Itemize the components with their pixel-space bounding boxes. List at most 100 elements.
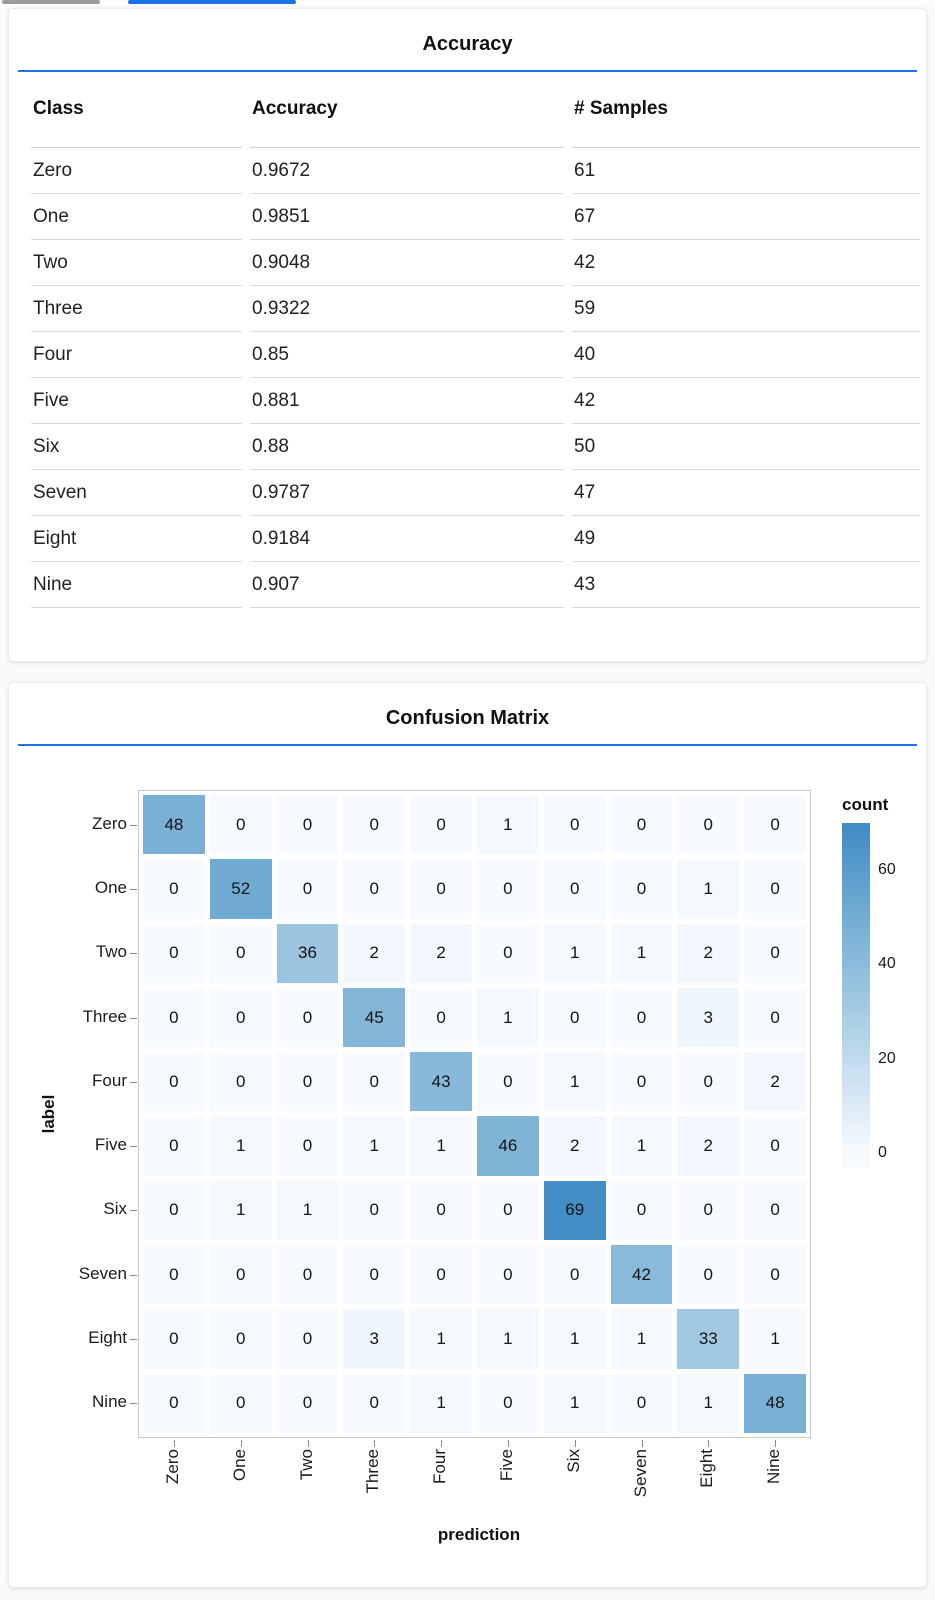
table-cell: Four <box>31 332 242 378</box>
legend-title: count <box>842 795 889 814</box>
y-tick-label: Eight <box>88 1328 127 1348</box>
heatmap-cell: 33 <box>677 1309 740 1369</box>
heatmap-cell: 0 <box>209 1309 272 1369</box>
heatmap-cell: 0 <box>476 1180 539 1241</box>
y-axis-title: label <box>39 1094 58 1134</box>
legend-gradient-bar <box>842 823 870 1168</box>
heatmap-cell: 0 <box>209 987 272 1048</box>
heatmap-cell: 0 <box>276 987 339 1048</box>
heatmap-cell: 0 <box>410 795 472 855</box>
heatmap-cell: 52 <box>209 859 272 919</box>
heatmap-cell: 0 <box>143 1373 205 1433</box>
heatmap-cell: 0 <box>610 1180 673 1241</box>
legend-tick-label: 20 <box>878 1049 896 1067</box>
heatmap-cell: 0 <box>744 1245 806 1305</box>
heatmap-grid: 48 0 0 0 0 1 0 0 0 0 0 52 0 0 0 0 0 0 1 0 0 0 36 2 2 0 1 1 2 0 0 0 0 45 0 1… <box>139 791 810 1437</box>
heatmap-cell: 0 <box>744 923 806 983</box>
y-tick-mark <box>130 1017 137 1019</box>
x-tick-mark <box>240 1440 242 1447</box>
heatmap-cell: 0 <box>677 1245 740 1305</box>
heatmap-cell: 0 <box>410 987 472 1048</box>
column-header-samples: # Samples <box>572 72 920 148</box>
heatmap-cell: 0 <box>476 859 539 919</box>
y-tick-mark <box>130 1146 137 1148</box>
heatmap-plot-area: 48 0 0 0 0 1 0 0 0 0 0 52 0 0 0 0 0 0 1 0 0 0 36 2 2 0 1 1 2 0 0 0 0 45 0 1… <box>138 790 811 1438</box>
table-cell: One <box>31 194 242 240</box>
heatmap-cell: 46 <box>476 1116 539 1176</box>
table-cell: 59 <box>572 286 920 332</box>
heatmap-cell: 0 <box>476 1245 539 1305</box>
x-axis-title: prediction <box>437 1525 521 1544</box>
x-tick-mark <box>708 1440 710 1447</box>
heatmap-cell: 1 <box>343 1116 406 1176</box>
x-tick-mark <box>574 1440 576 1447</box>
x-tick-label: One <box>229 1449 249 1482</box>
heatmap-cell: 0 <box>143 923 205 983</box>
heatmap-cell: 42 <box>610 1245 673 1305</box>
heatmap-cell: 0 <box>276 1309 339 1369</box>
heatmap-cell: 1 <box>543 1373 606 1433</box>
table-cell: 0.9048 <box>250 240 564 286</box>
heatmap-cell: 0 <box>209 923 272 983</box>
table-cell: Five <box>31 378 242 424</box>
heatmap-cell: 0 <box>143 1052 205 1112</box>
heatmap-cell: 0 <box>276 1373 339 1433</box>
table-cell: 0.907 <box>250 562 564 608</box>
legend-tick-label: 40 <box>878 955 896 973</box>
tab-strip <box>0 0 935 6</box>
tab-indicator-inactive[interactable] <box>2 0 100 4</box>
heatmap-cell: 0 <box>343 1180 406 1241</box>
heatmap-cell: 0 <box>143 1309 205 1369</box>
accuracy-card: Accuracy Class Accuracy # Samples Zero 0.… <box>8 8 927 662</box>
heatmap-cell: 0 <box>610 795 673 855</box>
heatmap-cell: 1 <box>410 1116 472 1176</box>
heatmap-cell: 2 <box>677 923 740 983</box>
table-cell: 61 <box>572 148 920 194</box>
table-cell: 0.9672 <box>250 148 564 194</box>
heatmap-cell: 0 <box>677 795 740 855</box>
heatmap-cell: 0 <box>143 859 205 919</box>
heatmap-cell: 0 <box>343 1373 406 1433</box>
accuracy-table: Class Accuracy # Samples Zero 0.9672 61 One… <box>31 72 920 608</box>
confusion-title-rule <box>18 744 917 746</box>
heatmap-cell: 0 <box>677 1052 740 1112</box>
y-tick-mark <box>130 888 137 890</box>
heatmap-cell: 45 <box>343 987 406 1048</box>
y-tick-label: Three <box>82 1006 127 1026</box>
heatmap-cell: 1 <box>209 1116 272 1176</box>
x-tick-mark <box>641 1440 643 1447</box>
confusion-matrix-card: Confusion Matrix label 48 0 0 0 0 1 0 0 0 0 0 52 0 0 0… <box>8 682 927 1588</box>
heatmap-cell: 0 <box>410 1245 472 1305</box>
heatmap-cell: 1 <box>276 1180 339 1241</box>
heatmap-cell: 0 <box>610 1052 673 1112</box>
table-cell: 42 <box>572 378 920 424</box>
heatmap-cell: 48 <box>744 1373 806 1433</box>
x-tick-label: Nine <box>764 1449 784 1484</box>
table-cell: 0.881 <box>250 378 564 424</box>
legend-tick-label: 0 <box>878 1144 887 1161</box>
x-tick-mark <box>507 1440 509 1447</box>
heatmap-cell: 0 <box>744 859 806 919</box>
table-cell: 47 <box>572 470 920 516</box>
x-tick-mark <box>173 1440 175 1447</box>
heatmap-cell: 0 <box>543 859 606 919</box>
table-cell: Zero <box>31 148 242 194</box>
table-cell: 0.9787 <box>250 470 564 516</box>
heatmap-cell: 1 <box>410 1309 472 1369</box>
heatmap-cell: 0 <box>209 1245 272 1305</box>
heatmap-cell: 0 <box>143 987 205 1048</box>
heatmap-cell: 0 <box>143 1116 205 1176</box>
heatmap-cell: 0 <box>610 987 673 1048</box>
table-cell: 50 <box>572 424 920 470</box>
y-tick-mark <box>130 824 137 826</box>
y-tick-label: One <box>94 877 127 897</box>
table-cell: 40 <box>572 332 920 378</box>
heatmap-cell: 1 <box>476 987 539 1048</box>
x-tick-label: Seven <box>630 1449 650 1498</box>
x-tick-label: Five <box>496 1449 516 1482</box>
column-header-class: Class <box>31 72 242 148</box>
tab-indicator-active[interactable] <box>128 0 296 4</box>
heatmap-cell: 0 <box>744 1116 806 1176</box>
table-cell: 67 <box>572 194 920 240</box>
heatmap-cell: 0 <box>410 859 472 919</box>
